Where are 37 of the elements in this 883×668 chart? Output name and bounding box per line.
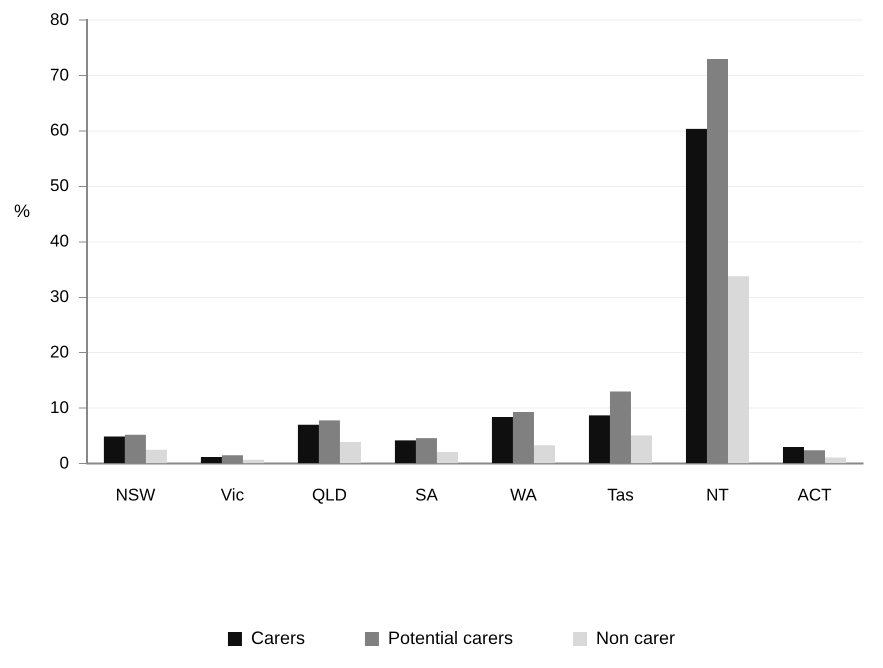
bar <box>534 445 555 464</box>
y-tick-label: 60 <box>50 120 69 140</box>
x-tick-label: Vic <box>220 485 245 504</box>
bar <box>394 440 416 464</box>
bar <box>340 442 361 464</box>
bar <box>630 435 652 464</box>
bar <box>242 460 264 464</box>
x-tick-label: WA <box>510 485 538 504</box>
legend-label: Potential carers <box>388 628 514 648</box>
y-tick-label: 10 <box>50 398 69 417</box>
bar <box>782 446 804 464</box>
x-tick-label: NSW <box>116 485 156 504</box>
y-tick-label: 80 <box>50 10 69 29</box>
y-tick-label: 50 <box>50 176 69 196</box>
y-tick-label: 0 <box>59 453 69 472</box>
legend-label: Carers <box>250 628 305 648</box>
y-tick-label: 70 <box>50 65 69 84</box>
y-tick-label: 40 <box>50 232 69 251</box>
x-tick-label: SA <box>415 485 438 504</box>
bar <box>686 128 707 464</box>
bar <box>825 458 846 464</box>
legend-label: Non carer <box>596 628 676 648</box>
bar <box>492 417 513 464</box>
x-tick-label: QLD <box>312 485 347 504</box>
y-tick-label: 30 <box>50 287 69 306</box>
bar <box>728 276 750 464</box>
bar <box>200 456 222 464</box>
bar <box>146 450 167 464</box>
bar <box>588 415 610 464</box>
bar <box>298 424 319 464</box>
x-tick-label: Tas <box>607 485 634 504</box>
x-tick-label: NT <box>706 485 729 504</box>
y-axis-title: % <box>14 200 30 221</box>
bar <box>104 436 125 464</box>
x-tick-label: ACT <box>797 485 832 504</box>
y-tick-label: 20 <box>50 342 69 362</box>
bar <box>436 452 458 464</box>
